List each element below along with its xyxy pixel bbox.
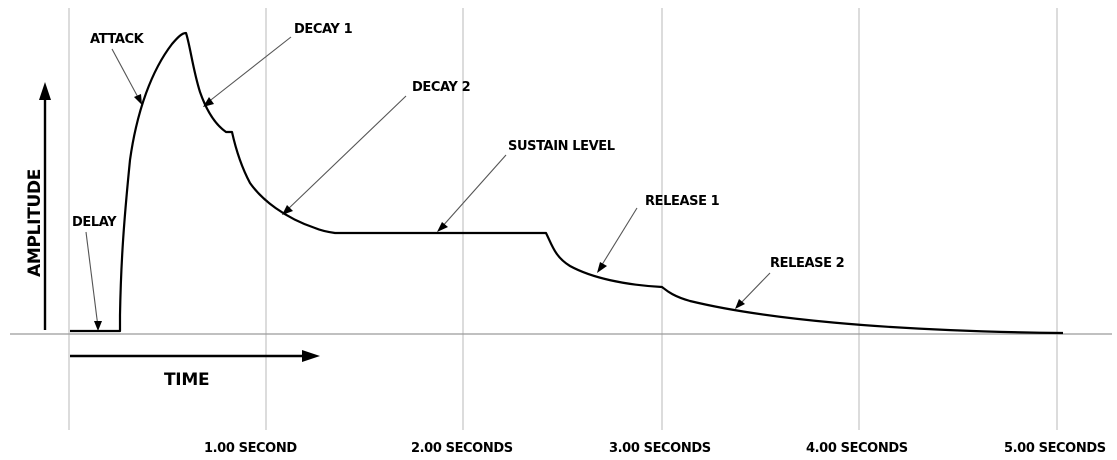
release1-leader bbox=[599, 207, 638, 269]
tick-label-3s: 3.00 SECONDS bbox=[609, 441, 711, 456]
tick-label-5s: 5.00 SECONDS bbox=[1004, 441, 1106, 456]
stage-label-decay2: DECAY 2 bbox=[412, 80, 470, 95]
stage-label-release1: RELEASE 1 bbox=[645, 194, 720, 209]
sustain-arrowhead bbox=[437, 222, 448, 232]
decay2-arrowhead bbox=[282, 205, 293, 215]
delay-leader bbox=[85, 231, 99, 328]
time-axis-label: TIME bbox=[164, 370, 209, 390]
attack-leader bbox=[111, 48, 141, 102]
stage-label-release2: RELEASE 2 bbox=[770, 256, 844, 271]
release2-arrowhead bbox=[735, 299, 745, 309]
decay2-leader bbox=[285, 95, 407, 212]
stage-label-attack: ATTACK bbox=[90, 32, 145, 47]
tick-label-4s: 4.00 SECONDS bbox=[806, 441, 908, 456]
stage-label-sustain: SUSTAIN LEVEL bbox=[508, 139, 615, 154]
release2-leader bbox=[738, 272, 771, 306]
delay-arrowhead bbox=[94, 321, 102, 331]
stage-label-delay: DELAY bbox=[72, 215, 117, 230]
decay1-leader bbox=[206, 36, 292, 104]
release1-arrowhead bbox=[597, 262, 607, 273]
amplitude-arrowhead bbox=[39, 82, 51, 100]
attack-arrowhead bbox=[134, 94, 142, 105]
tick-label-1s: 1.00 SECOND bbox=[204, 441, 297, 456]
decay1-arrowhead bbox=[203, 97, 214, 107]
tick-label-2s: 2.00 SECONDS bbox=[411, 441, 513, 456]
envelope-curve bbox=[70, 31, 1064, 335]
amplitude-axis-label: AMPLITUDE bbox=[25, 169, 45, 277]
stage-label-decay1: DECAY 1 bbox=[294, 22, 353, 37]
sustain-leader bbox=[440, 154, 507, 229]
time-arrowhead bbox=[302, 350, 320, 362]
